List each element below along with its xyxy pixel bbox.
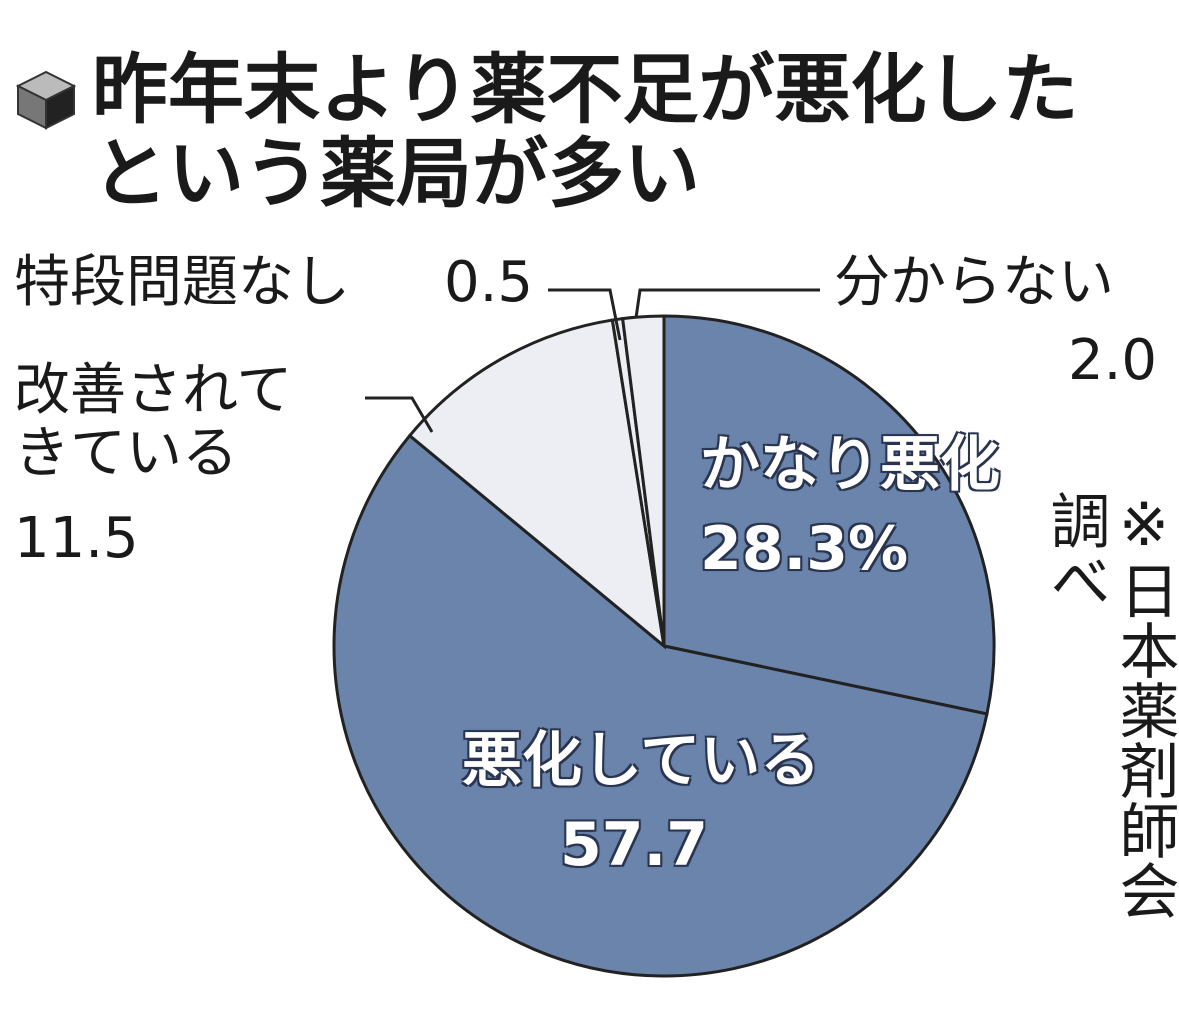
chart-title: 昨年末より薬不足が悪化したという薬局が多い — [92, 45, 1079, 218]
pie-slice — [662, 314, 996, 716]
value-label: 57.7 — [560, 810, 709, 880]
value-label: 2.0 — [1068, 328, 1158, 393]
category-label: 改善されてきている — [14, 358, 293, 486]
source-note: ※日本薬剤師会調べ — [1040, 490, 1179, 920]
value-label: 11.5 — [14, 506, 139, 571]
pie-slice — [332, 433, 989, 978]
value-label: 0.5 — [444, 250, 534, 315]
pie-slice — [407, 318, 667, 650]
category-label: 分からない — [834, 250, 1114, 315]
leader-lines — [365, 288, 820, 433]
category-label: 特段問題なし — [14, 250, 350, 315]
category-label: 悪化している — [462, 726, 821, 796]
value-label: 28.3% — [700, 514, 909, 584]
category-label: かなり悪化 — [700, 430, 1000, 500]
title-icon — [15, 70, 77, 130]
pie-slice — [620, 314, 666, 647]
